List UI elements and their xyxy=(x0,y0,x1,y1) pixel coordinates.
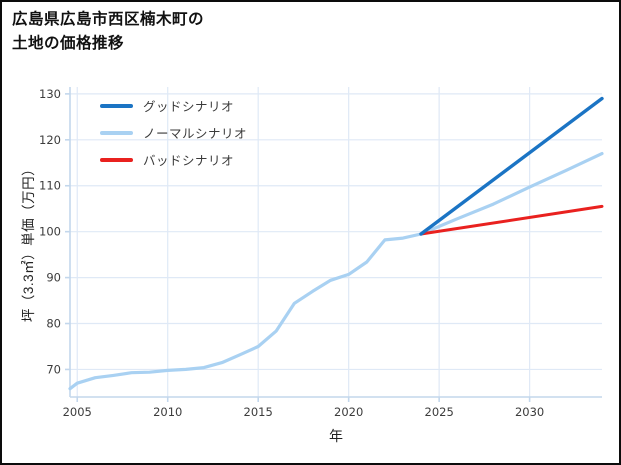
legend-item-bad: バッドシナリオ xyxy=(100,146,247,173)
chart-title-line1: 広島県広島市西区楠木町の xyxy=(12,11,205,28)
svg-text:120: 120 xyxy=(39,133,61,147)
legend-item-normal: ノーマルシナリオ xyxy=(100,119,247,146)
y-axis-label: 坪（3.3㎡）単価（万円） xyxy=(21,161,36,323)
legend-item-good: グッドシナリオ xyxy=(100,92,247,119)
svg-text:2005: 2005 xyxy=(63,405,92,419)
legend-swatch xyxy=(100,157,133,162)
svg-text:110: 110 xyxy=(39,179,61,193)
legend-label: ノーマルシナリオ xyxy=(143,127,248,141)
chart-legend: グッドシナリオ ノーマルシナリオ バッドシナリオ xyxy=(100,92,247,173)
svg-text:130: 130 xyxy=(39,87,61,101)
svg-text:80: 80 xyxy=(46,317,61,331)
x-axis-label: 年 xyxy=(329,428,343,444)
svg-text:2015: 2015 xyxy=(244,405,273,419)
svg-text:2025: 2025 xyxy=(425,405,454,419)
legend-label: バッドシナリオ xyxy=(143,154,235,168)
svg-text:2020: 2020 xyxy=(334,405,363,419)
svg-text:70: 70 xyxy=(46,362,61,376)
legend-swatch xyxy=(100,103,133,108)
svg-text:90: 90 xyxy=(46,271,61,285)
chart-title-line2: 土地の価格推移 xyxy=(12,35,125,53)
svg-text:100: 100 xyxy=(39,225,61,239)
legend-label: グッドシナリオ xyxy=(143,100,235,114)
svg-text:2010: 2010 xyxy=(153,405,182,419)
svg-text:2030: 2030 xyxy=(515,405,544,419)
chart-title: 広島県広島市西区楠木町の 土地の価格推移 xyxy=(12,8,204,56)
legend-swatch xyxy=(100,130,133,135)
